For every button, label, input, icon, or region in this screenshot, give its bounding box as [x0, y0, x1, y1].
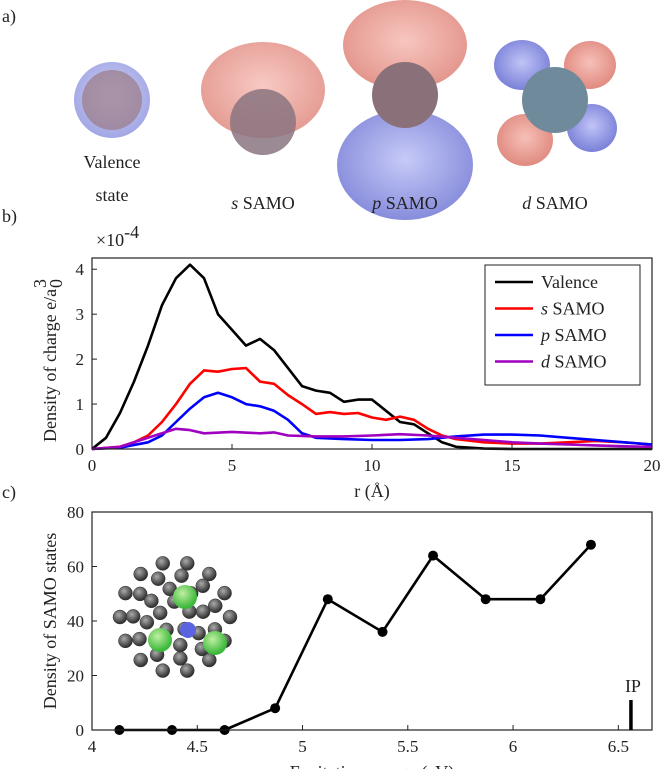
x-tick-label: 6	[509, 737, 518, 756]
atom	[179, 556, 195, 571]
atom	[208, 598, 223, 614]
y-tick-label: 3	[76, 305, 85, 324]
y-label-scripts: 03	[30, 279, 66, 288]
atom	[150, 571, 166, 586]
legend-label: s SAMO	[541, 299, 605, 319]
orbital-caption: p SAMO	[370, 193, 438, 213]
atom	[202, 566, 217, 582]
x-axis-label: Excitation energy (eV)	[290, 762, 455, 769]
halogen-atom	[203, 631, 227, 655]
y-tick-label: 4	[76, 260, 85, 279]
atom	[155, 663, 171, 678]
data-point	[585, 539, 596, 550]
x-tick-label: 6.5	[608, 737, 629, 756]
y-tick-label: 0	[76, 721, 85, 740]
y-tick-label: 40	[67, 612, 84, 631]
legend-label: d SAMO	[541, 352, 607, 372]
atom	[152, 605, 168, 621]
y-tick-label: 60	[67, 558, 84, 577]
atom	[118, 585, 133, 601]
atom	[133, 652, 148, 668]
y-tick-label: 0	[76, 440, 85, 459]
inset-molecule	[112, 556, 238, 678]
y-tick-label: 20	[67, 667, 84, 686]
nitrogen-atom	[180, 622, 196, 638]
legend-box	[484, 264, 641, 386]
y-axis-label: Density of charge e/a	[40, 289, 60, 442]
x-axis-label: r (Å)	[354, 481, 389, 502]
orbital-caption: Valence	[84, 152, 141, 172]
x-tick-label: 20	[644, 456, 661, 475]
atom	[125, 609, 141, 624]
atom	[195, 578, 211, 594]
data-point	[377, 626, 388, 637]
x-tick-label: 4.5	[187, 737, 208, 756]
x-tick-label: 5.5	[397, 737, 418, 756]
atom	[132, 631, 147, 647]
data-point	[428, 550, 439, 561]
atom	[195, 604, 211, 619]
orbital-caption: d SAMO	[522, 193, 588, 213]
legend-label: p SAMO	[539, 325, 607, 345]
axes-box	[91, 511, 653, 731]
x-tick-label: 10	[364, 456, 381, 475]
ip-label: IP	[625, 676, 641, 696]
x-tick-label: 5	[298, 737, 307, 756]
orbital-caption: s SAMO	[231, 193, 295, 213]
atom	[133, 566, 148, 582]
orbital-images	[74, 0, 617, 220]
y-multiplier: ×10	[96, 230, 124, 250]
atom	[173, 637, 188, 653]
y-tick-label: 1	[76, 395, 85, 414]
atom	[155, 556, 171, 571]
data-line	[91, 366, 653, 451]
x-tick-label: 15	[504, 456, 521, 475]
data-point	[322, 594, 333, 605]
panel-label: b)	[2, 206, 17, 227]
atom	[132, 586, 148, 602]
data-point	[535, 594, 546, 605]
x-tick-label: 0	[88, 456, 97, 475]
y-label-sub: 0	[46, 279, 66, 288]
orbital-caption: state	[96, 185, 129, 205]
y-tick-label: 80	[67, 503, 84, 522]
atom	[179, 663, 195, 678]
atom	[174, 568, 189, 583]
halogen-atom	[148, 628, 172, 652]
panel-label: a)	[2, 6, 16, 27]
y-axis-label: Density of SAMO states	[40, 533, 60, 710]
y-label-sup: 3	[30, 279, 50, 288]
atom	[118, 633, 133, 649]
data-line	[91, 427, 653, 451]
annotations: a) b) c) Valence state s SAMO p SAMO d S…	[2, 6, 588, 503]
x-tick-label: 4	[88, 737, 97, 756]
panel-label: c)	[2, 482, 16, 503]
x-tick-label: 5	[228, 456, 237, 475]
data-line	[91, 391, 653, 451]
data-point	[480, 594, 491, 605]
atom	[222, 609, 238, 625]
y-multiplier-exp: -4	[124, 222, 139, 242]
atom	[217, 585, 232, 601]
atom	[144, 593, 159, 609]
y-tick-label: 2	[76, 350, 85, 369]
data-point	[270, 703, 281, 714]
atom	[173, 651, 188, 666]
legend-label: Valence	[541, 272, 598, 292]
halogen-atom	[173, 585, 197, 609]
atom	[139, 615, 155, 630]
atom	[112, 609, 128, 625]
